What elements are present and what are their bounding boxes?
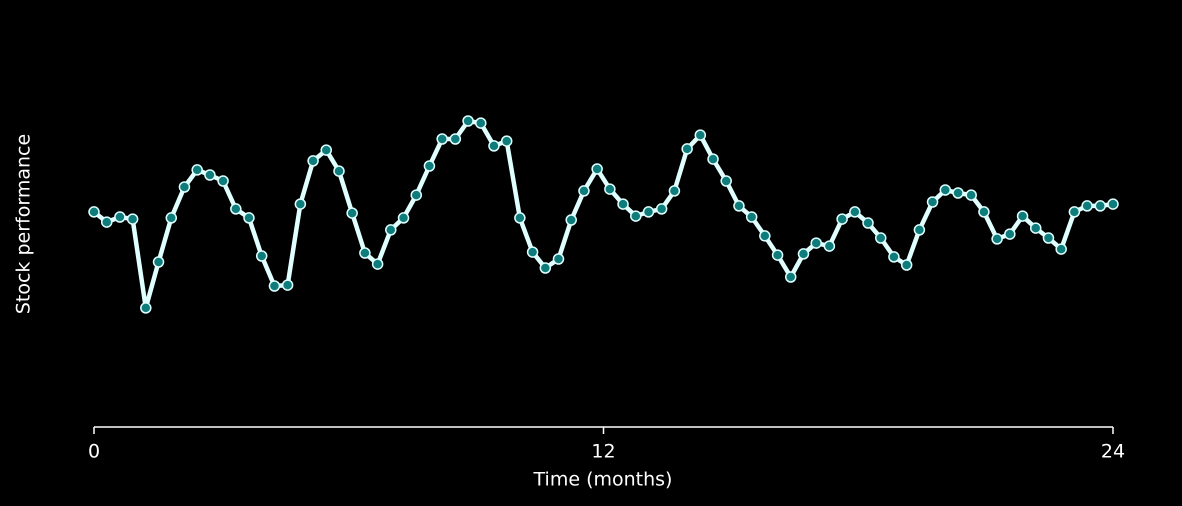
data-point [140, 302, 152, 314]
data-point [346, 207, 358, 219]
data-point [720, 175, 732, 187]
data-point [281, 279, 294, 291]
data-point [1107, 198, 1119, 210]
data-point [784, 271, 797, 283]
data-point [191, 164, 203, 176]
data-point [926, 196, 939, 208]
data-point [668, 185, 681, 197]
data-point [423, 160, 436, 172]
data-point [333, 165, 345, 177]
data-point [655, 203, 668, 215]
data-point [1094, 200, 1107, 212]
data-point [797, 248, 810, 260]
data-point [630, 210, 642, 222]
data-point [875, 232, 887, 244]
data-point [991, 233, 1003, 245]
data-point [488, 140, 500, 152]
data-point [268, 280, 281, 292]
data-point [88, 206, 100, 218]
data-point [1068, 206, 1081, 218]
data-point [900, 259, 913, 271]
data-point [694, 129, 707, 141]
data-point [410, 189, 423, 201]
data-point [539, 262, 552, 274]
data-point [217, 175, 229, 187]
data-point [436, 133, 448, 145]
data-point [255, 250, 268, 262]
data-point [307, 155, 319, 167]
data-point [1029, 222, 1042, 234]
data-point [514, 212, 526, 224]
data-point [152, 256, 165, 268]
data-point [617, 198, 629, 210]
data-point [759, 230, 771, 242]
data-point [359, 247, 371, 259]
data-point [939, 184, 952, 196]
x-axis-label: Time (months) [533, 469, 673, 491]
data-point [385, 224, 397, 236]
x-tick-label: 24 [1101, 441, 1125, 463]
data-point [642, 206, 655, 218]
data-point [952, 187, 964, 199]
data-point [126, 213, 139, 225]
data-point [1055, 243, 1067, 255]
data-point [771, 249, 784, 261]
data-point [836, 213, 848, 225]
data-point [810, 237, 822, 249]
data-point [733, 200, 745, 212]
data-point [604, 183, 616, 195]
data-point [526, 246, 539, 258]
data-point [449, 133, 462, 145]
data-point [100, 216, 113, 228]
data-point [1016, 210, 1029, 222]
data-point [230, 203, 242, 215]
data-point [462, 115, 474, 127]
data-point [320, 144, 332, 156]
data-point [745, 211, 758, 223]
data-point [591, 163, 603, 175]
data-point [397, 212, 410, 224]
data-point [165, 212, 178, 224]
data-point [862, 217, 874, 229]
data-point [500, 135, 513, 147]
data-point [371, 258, 384, 270]
data-point [294, 198, 307, 210]
y-axis-label: Stock performance [13, 134, 35, 314]
x-tick-label: 12 [591, 441, 615, 463]
data-point [707, 153, 719, 165]
data-point [1081, 200, 1093, 212]
data-point [913, 224, 926, 236]
data-point [475, 117, 487, 129]
data-point [978, 206, 990, 218]
data-point [243, 212, 255, 224]
data-point [114, 211, 126, 223]
data-point [965, 189, 977, 201]
data-point [204, 169, 216, 181]
data-point [1042, 232, 1055, 244]
data-point [178, 181, 191, 193]
data-point [565, 214, 577, 226]
data-point [823, 240, 836, 252]
data-point [681, 143, 693, 155]
x-tick-label: 0 [88, 441, 100, 463]
data-point [552, 253, 565, 265]
data-point [578, 185, 590, 197]
data-point [888, 251, 900, 263]
data-point [849, 206, 861, 218]
data-point [1004, 228, 1016, 240]
